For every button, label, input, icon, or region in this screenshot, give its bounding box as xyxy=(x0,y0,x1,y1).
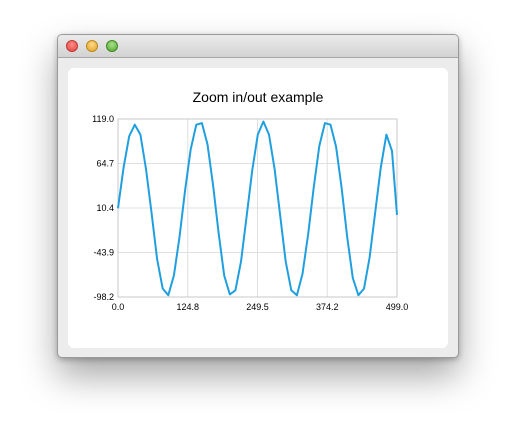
y-tick-label: 119.0 xyxy=(92,114,114,124)
line-chart[interactable]: Zoom in/out example 119.0 64.7 10.4 -43.9 -9… xyxy=(68,68,448,348)
zoom-window-button[interactable] xyxy=(106,40,118,52)
x-axis-ticks: 0.0 124.8 249.5 374.2 499.0 xyxy=(112,302,409,312)
y-tick-label: -43.9 xyxy=(93,248,114,258)
close-window-button[interactable] xyxy=(66,40,78,52)
series-line xyxy=(117,120,398,297)
x-tick-label: 374.2 xyxy=(316,302,339,312)
minimize-window-button[interactable] xyxy=(86,40,98,52)
y-tick-label: 64.7 xyxy=(96,159,114,169)
x-tick-label: 249.5 xyxy=(246,302,269,312)
app-window: Zoom in/out example 119.0 64.7 10.4 -43.9 -9… xyxy=(57,34,459,358)
x-tick-label: 499.0 xyxy=(386,302,409,312)
title-bar xyxy=(58,35,458,58)
y-axis-ticks: 119.0 64.7 10.4 -43.9 -98.2 xyxy=(92,114,114,302)
chart-view[interactable]: Zoom in/out example 119.0 64.7 10.4 -43.9 -9… xyxy=(68,68,448,348)
chart-title: Zoom in/out example xyxy=(193,89,324,105)
x-tick-label: 124.8 xyxy=(177,302,200,312)
x-tick-label: 0.0 xyxy=(112,302,125,312)
series-layer xyxy=(117,120,398,297)
y-tick-label: -98.2 xyxy=(93,292,114,302)
y-tick-label: 10.4 xyxy=(96,203,114,213)
